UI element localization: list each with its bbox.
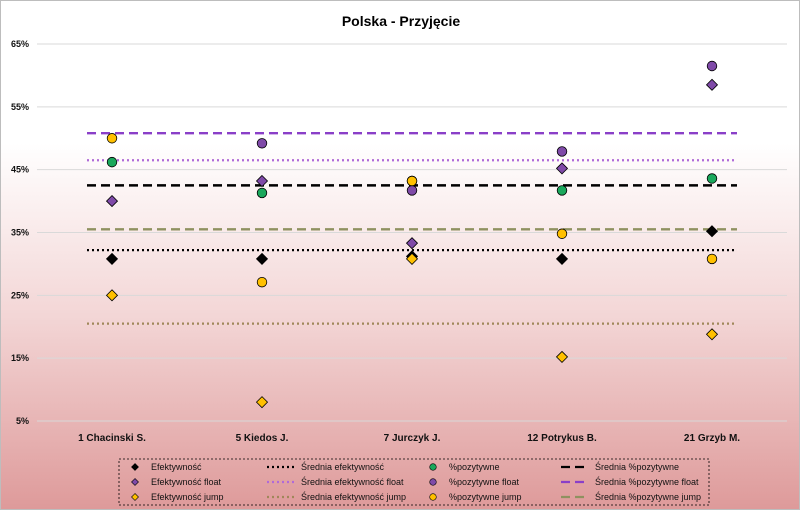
y-tick-label: 5% — [16, 416, 29, 426]
legend-label: Średnia efektywność — [301, 461, 385, 472]
y-tick-label: 25% — [11, 290, 29, 300]
legend-box — [118, 458, 710, 506]
point-pozytywne-float — [256, 138, 268, 149]
point-efektywnosc-float — [105, 195, 119, 208]
point-efektywnosc-float — [555, 162, 569, 175]
legend-label: Średnia %pozytywne float — [595, 476, 699, 487]
legend-symbol — [131, 493, 139, 501]
point-pozytywne — [706, 173, 718, 184]
point-pozytywne — [556, 185, 568, 196]
point-efektywnosc-float — [405, 237, 419, 250]
legend-symbol — [429, 463, 437, 471]
point-efektywnosc-jump — [705, 328, 719, 341]
legend-label: %pozytywne float — [449, 477, 520, 487]
x-category-label: 1 Chacinski S. — [78, 433, 146, 444]
y-tick-label: 35% — [11, 228, 29, 238]
x-category-label: 5 Kiedos J. — [236, 433, 289, 444]
point-efektywnosc-jump — [105, 289, 119, 302]
legend-label: %pozytywne jump — [449, 492, 522, 502]
y-tick-label: 15% — [11, 353, 29, 363]
point-pozytywne-jump — [106, 133, 118, 144]
point-pozytywne-float — [556, 146, 568, 157]
legend-label: Efektywność float — [151, 477, 222, 487]
point-pozytywne — [106, 156, 118, 168]
x-category-label: 7 Jurczyk J. — [384, 433, 441, 444]
point-pozytywne-jump — [256, 276, 268, 288]
point-efektywnosc — [255, 252, 269, 265]
legend-symbol — [131, 463, 139, 471]
legend-label: Średnia %pozytywne jump — [595, 491, 701, 502]
point-efektywnosc-float — [705, 78, 719, 91]
legend-label: Średnia efektywność float — [301, 476, 404, 487]
y-tick-label: 65% — [11, 39, 29, 49]
x-category-label: 12 Potrykus B. — [527, 433, 597, 444]
point-efektywnosc — [705, 225, 719, 238]
legend-label: Średnia efektywność jump — [301, 491, 406, 502]
point-efektywnosc-float — [255, 174, 269, 188]
x-axis-categories: 1 Chacinski S. 5 Kiedos J. 7 Jurczyk J. 12 … — [78, 433, 740, 444]
legend-symbol — [429, 493, 437, 501]
point-pozytywne-float — [406, 185, 418, 196]
legend-label: %pozytywne — [449, 462, 500, 472]
point-efektywnosc-jump — [255, 396, 269, 409]
x-category-label: 21 Grzyb M. — [684, 433, 740, 444]
y-axis-ticks: 5% 15% 25% 35% 45% 55% 65% — [11, 39, 29, 426]
y-tick-label: 55% — [11, 102, 29, 112]
point-pozytywne-float — [706, 60, 718, 72]
y-tick-label: 45% — [11, 165, 29, 175]
legend-symbol — [429, 478, 437, 486]
point-pozytywne-jump — [706, 253, 718, 265]
point-efektywnosc-jump — [555, 350, 569, 363]
legend: Efektywność Średnia efektywność %pozytywne… — [118, 458, 710, 506]
point-pozytywne — [256, 187, 268, 199]
legend-symbol — [131, 478, 139, 486]
legend-label: Efektywność — [151, 462, 202, 472]
point-efektywnosc — [555, 252, 569, 265]
legend-label: Średnia %pozytywne — [595, 461, 679, 472]
point-pozytywne-jump — [406, 175, 418, 187]
chart-title: Polska - Przyjęcie — [342, 13, 461, 29]
point-efektywnosc — [105, 252, 119, 265]
point-pozytywne-jump — [556, 228, 568, 239]
gridlines — [37, 43, 787, 422]
legend-label: Efektywność jump — [151, 492, 224, 502]
data-points — [105, 60, 719, 409]
point-efektywnosc-jump — [405, 252, 419, 265]
